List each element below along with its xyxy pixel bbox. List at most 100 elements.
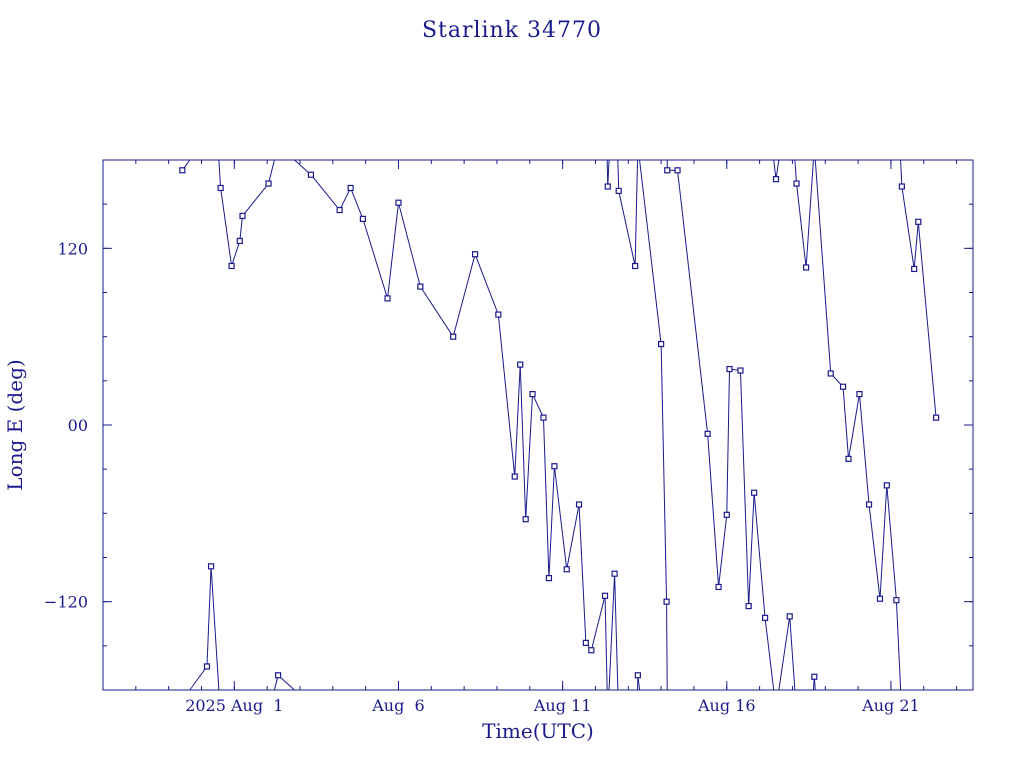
series-segment [474, 254, 499, 315]
x-tick-label: Aug 21 [861, 696, 920, 715]
data-point [915, 218, 922, 225]
x-tick-label: Aug 11 [533, 696, 592, 715]
series-segment [419, 286, 454, 337]
data-point [417, 283, 424, 290]
plot-frame [102, 159, 974, 691]
data-point [551, 463, 558, 470]
data-point [745, 602, 752, 610]
data-point [932, 414, 940, 421]
series-segment [764, 617, 775, 691]
data-point [839, 383, 847, 390]
data-point [674, 167, 681, 174]
data-point [575, 501, 583, 508]
data-point [811, 673, 818, 680]
data-point [893, 597, 900, 604]
data-point [865, 501, 873, 508]
series-segment [660, 344, 668, 602]
tick-labels: 2025 Aug 1 Aug 6 Aug 11 Aug 16 Aug 21 120 00 −1… [44, 239, 920, 715]
series-segment [639, 159, 662, 345]
series-segment [814, 159, 832, 374]
series-segment [775, 159, 780, 180]
data-point [611, 570, 618, 577]
series-segment [666, 601, 668, 691]
data-point [582, 639, 589, 646]
series-segment [901, 186, 915, 270]
series-segment [617, 159, 620, 191]
series-segment [868, 504, 881, 599]
data-point [761, 614, 769, 621]
series-segment [210, 566, 220, 691]
data-point [715, 583, 722, 591]
data-point [307, 171, 315, 178]
data-point [207, 563, 215, 570]
data-point [517, 361, 524, 368]
y-tick-label: 120 [57, 239, 88, 258]
data-point [236, 237, 243, 245]
series-segment [778, 616, 791, 691]
series-segment [707, 433, 720, 587]
series-segment [519, 364, 527, 520]
series-segment [497, 314, 516, 477]
data-point [883, 482, 890, 489]
series-segment [231, 240, 241, 267]
series-segment [362, 218, 389, 299]
data-point [664, 167, 671, 174]
data-point [522, 516, 529, 523]
data-point [856, 390, 863, 398]
data-point [723, 511, 730, 518]
series-segment [895, 600, 902, 691]
series-segment [268, 159, 275, 184]
data-point [384, 295, 391, 302]
series-segment [886, 485, 897, 601]
data-point [876, 595, 884, 602]
data-point [450, 333, 457, 340]
series-segment [618, 190, 636, 267]
series-segment [753, 492, 766, 618]
series-segment [796, 183, 807, 268]
series-segment [604, 595, 608, 691]
series-segment [913, 221, 919, 269]
series-lines [181, 159, 937, 691]
data-point [395, 199, 402, 206]
data-point [772, 176, 780, 183]
data-point [471, 251, 479, 258]
data-point [634, 672, 641, 679]
data-point [632, 262, 639, 270]
y-tick-label: 00 [68, 416, 88, 435]
data-point [359, 215, 367, 222]
series-segment [718, 514, 728, 588]
data-point [529, 390, 536, 398]
data-point [803, 264, 810, 271]
series-segment [220, 187, 233, 267]
data-point [265, 180, 272, 187]
data-point [704, 430, 711, 437]
series-segment [548, 466, 555, 579]
data-point [239, 212, 246, 220]
data-point [898, 183, 905, 190]
data-point [601, 592, 609, 599]
series-segment [879, 485, 888, 599]
series-segment [607, 159, 610, 187]
axis-ticks [102, 160, 973, 690]
data-point [793, 180, 800, 187]
data-point [827, 370, 834, 377]
data-point [737, 367, 744, 374]
series-segment [566, 504, 580, 570]
data-point [911, 265, 918, 273]
series-segment [726, 369, 731, 515]
series-segment [590, 595, 606, 651]
series-segment [614, 573, 619, 691]
series-segment [387, 202, 399, 299]
data-point [726, 365, 733, 373]
series-segment [525, 394, 534, 520]
data-point [588, 647, 595, 654]
series-segment [339, 187, 352, 211]
series-segment [239, 215, 244, 242]
series-segment [350, 187, 364, 220]
series-segment [805, 159, 814, 268]
series-segment [634, 159, 639, 267]
series-segment [189, 666, 208, 691]
series-segment [794, 159, 798, 184]
data-point [563, 566, 570, 573]
